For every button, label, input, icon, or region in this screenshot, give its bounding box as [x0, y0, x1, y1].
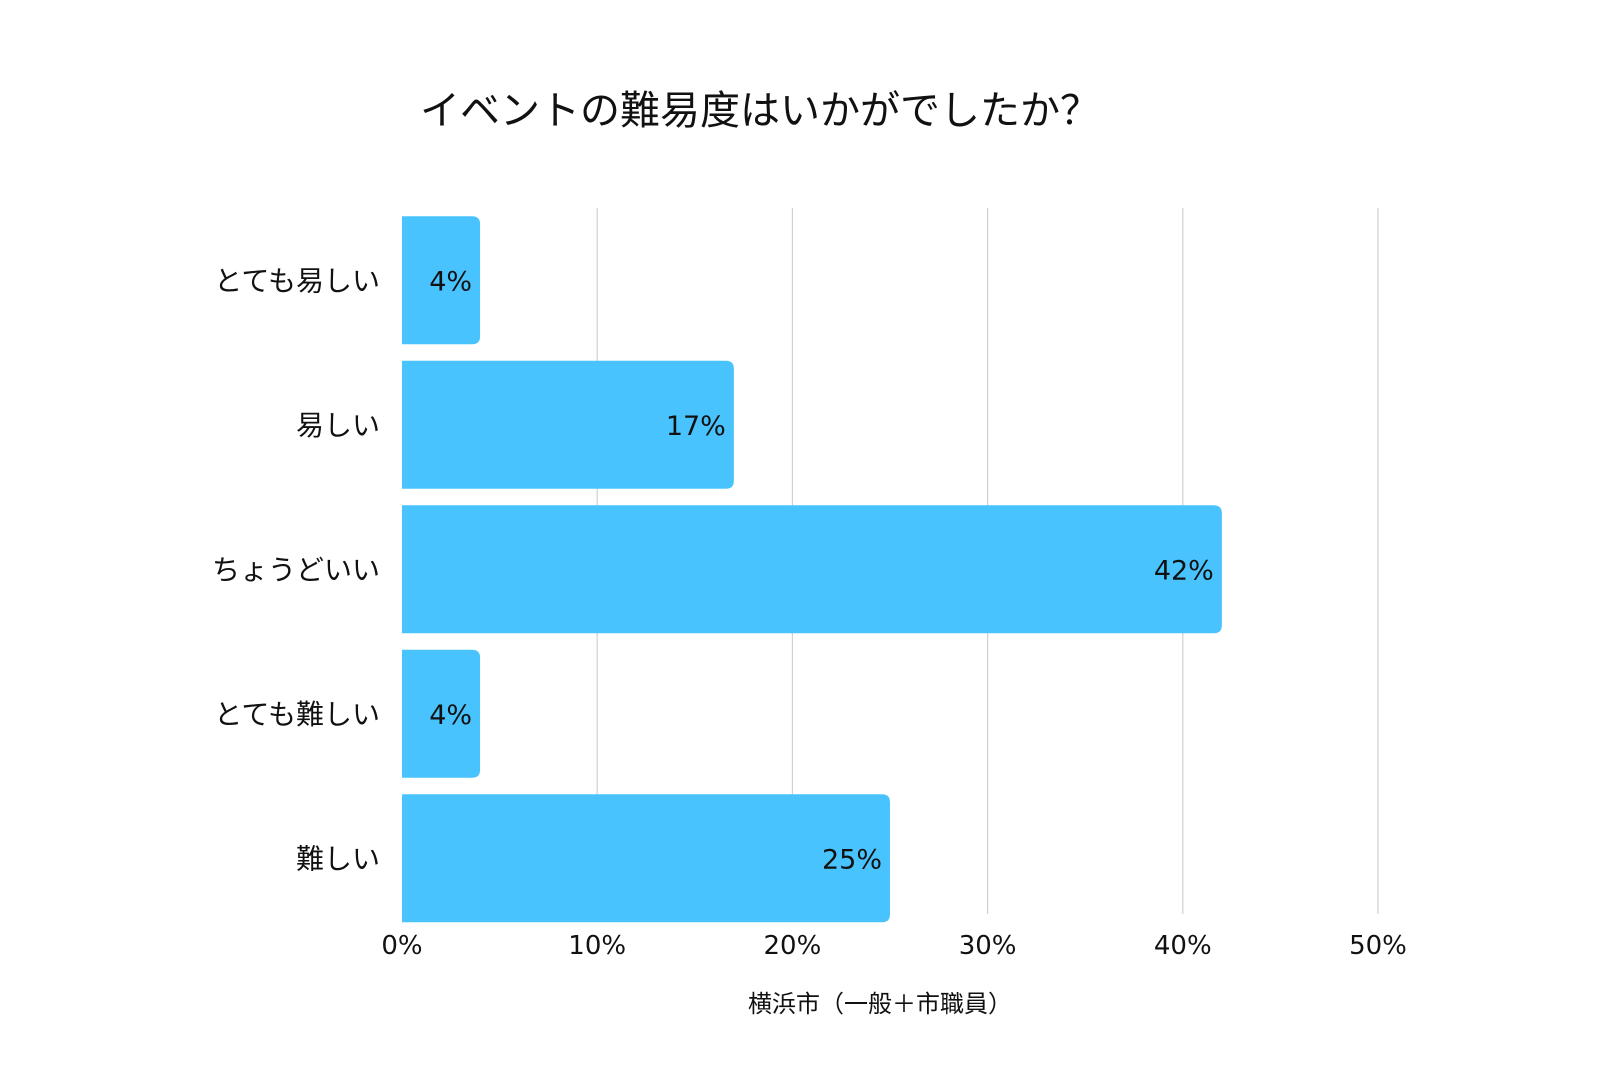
x-axis-ticks: 0% 10% 20% 30% 40% 50%: [381, 931, 1407, 961]
x-tick-label-10%: 10%: [568, 931, 626, 961]
bar-難しい: [402, 794, 890, 923]
x-axis-title: 横浜市（一般＋市職員）: [748, 990, 1012, 1018]
data-label-ちょうどいい: 42%: [1154, 555, 1214, 586]
bar-とても難しい: [402, 649, 481, 778]
category-label-とても易しい: とても易しい: [214, 264, 380, 297]
x-tick-label-0%: 0%: [381, 931, 422, 961]
category-label-難しい: 難しい: [296, 842, 380, 875]
category-label-ちょうどいい: ちょうどいい: [212, 553, 380, 586]
x-tick-label-40%: 40%: [1154, 931, 1212, 961]
bar-ちょうどいい: [402, 505, 1222, 634]
category-label-易しい: 易しい: [296, 409, 380, 442]
data-label-易しい: 17%: [666, 411, 726, 442]
data-label-とても難しい: 4%: [429, 700, 472, 731]
x-tick-label-20%: 20%: [764, 931, 822, 961]
bar-とても易しい: [402, 216, 481, 345]
data-label-難しい: 25%: [822, 844, 882, 875]
x-tick-label-50%: 50%: [1349, 931, 1407, 961]
chart-title: イベントの難易度はいかがでしたか？: [420, 88, 1100, 134]
data-labels: 4% 17% 42% 4% 25%: [429, 266, 1214, 875]
bar-易しい: [402, 360, 734, 489]
data-label-とても易しい: 4%: [429, 266, 472, 297]
category-label-とても難しい: とても難しい: [214, 698, 380, 731]
x-tick-label-30%: 30%: [959, 931, 1017, 961]
bars: [402, 216, 1222, 923]
